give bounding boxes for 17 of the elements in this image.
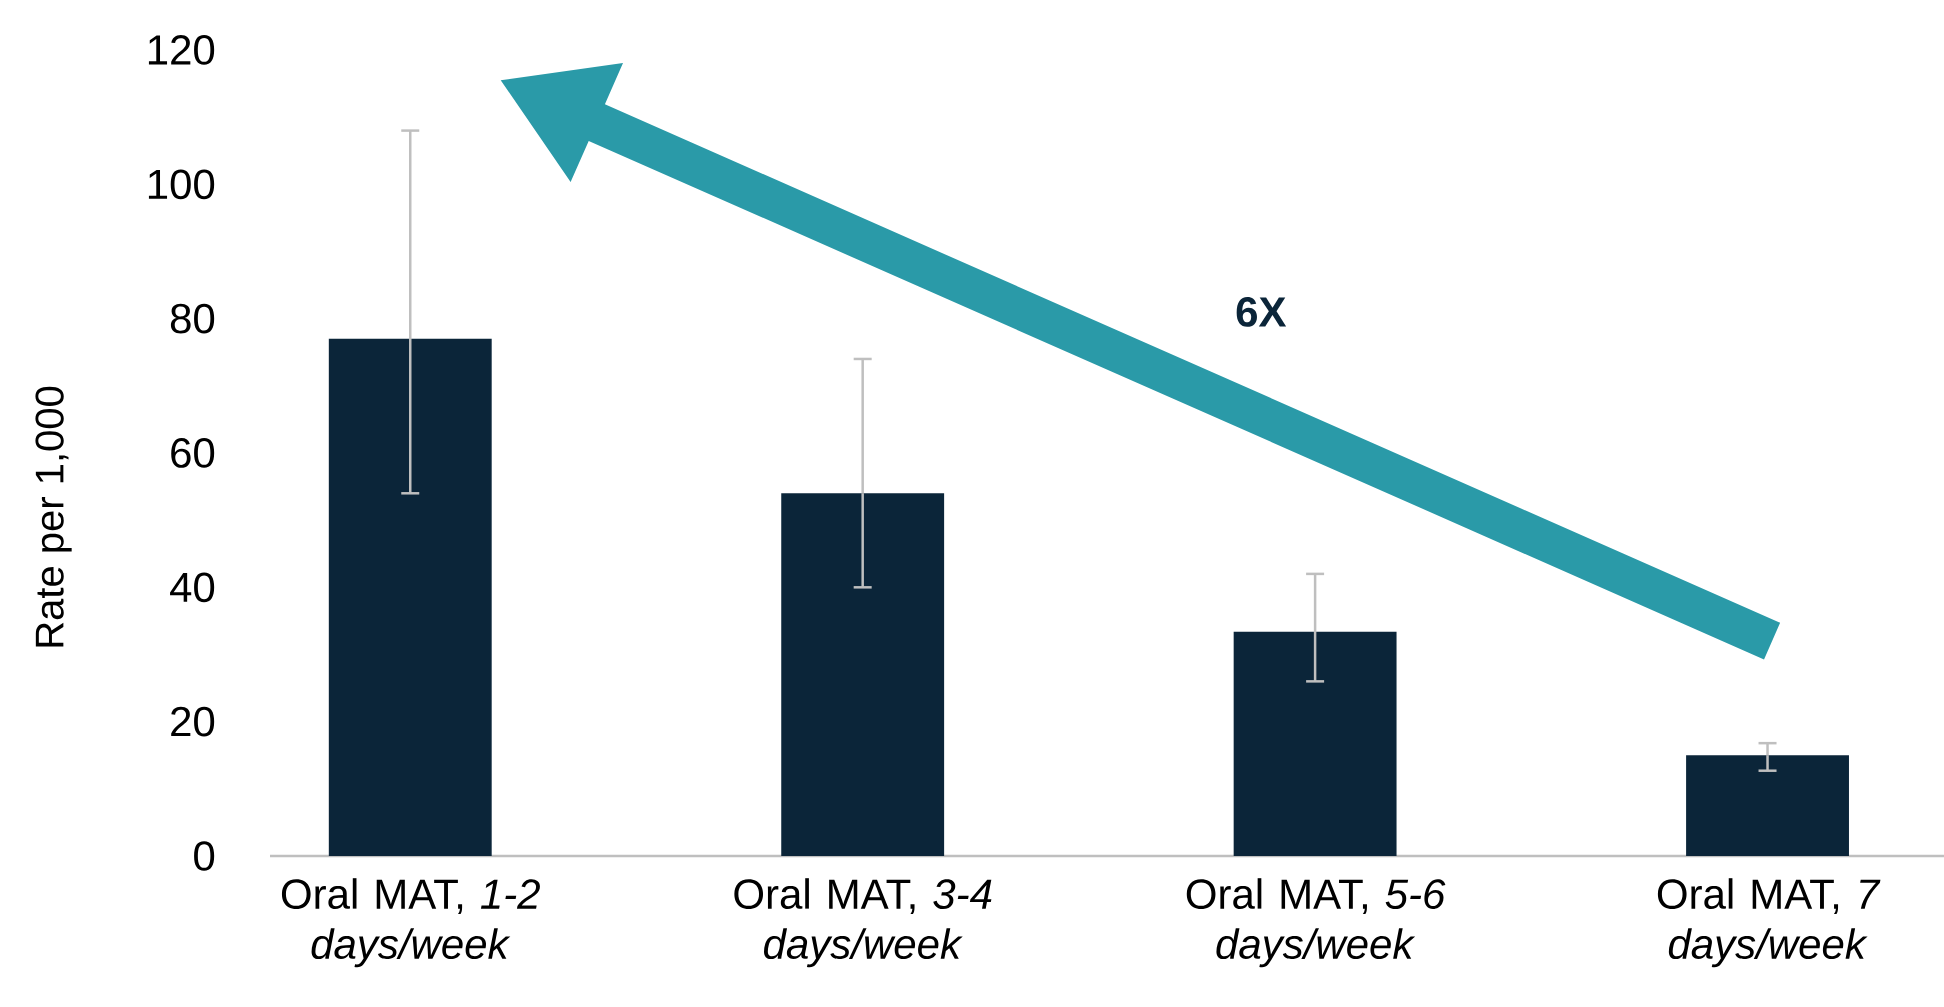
x-tick-label: Oral MAT, 7 days/week [1657,878,1881,968]
y-tick-label: 80 [170,303,215,334]
y-tick-label: 60 [171,438,215,468]
y-tick-label: 100 [148,169,215,200]
bar [1233,631,1397,856]
y-tick-label: 0 [194,841,215,871]
y-tick-label: 40 [170,572,215,603]
bar [1686,755,1849,856]
annotation: 6X [1236,297,1287,327]
y-tick-label: 120 [148,35,215,65]
bar [328,338,492,856]
y-axis-title: Rate per 1,000 [35,386,72,647]
bar [781,493,945,856]
x-tick-label: Oral MAT, 5-6 days/week [1186,878,1446,968]
x-tick-label: Oral MAT, 1-2 days/week [281,878,540,968]
x-tick-label: Oral MAT, 3-4 days/week [734,878,992,968]
y-tick-label: 20 [171,706,215,737]
